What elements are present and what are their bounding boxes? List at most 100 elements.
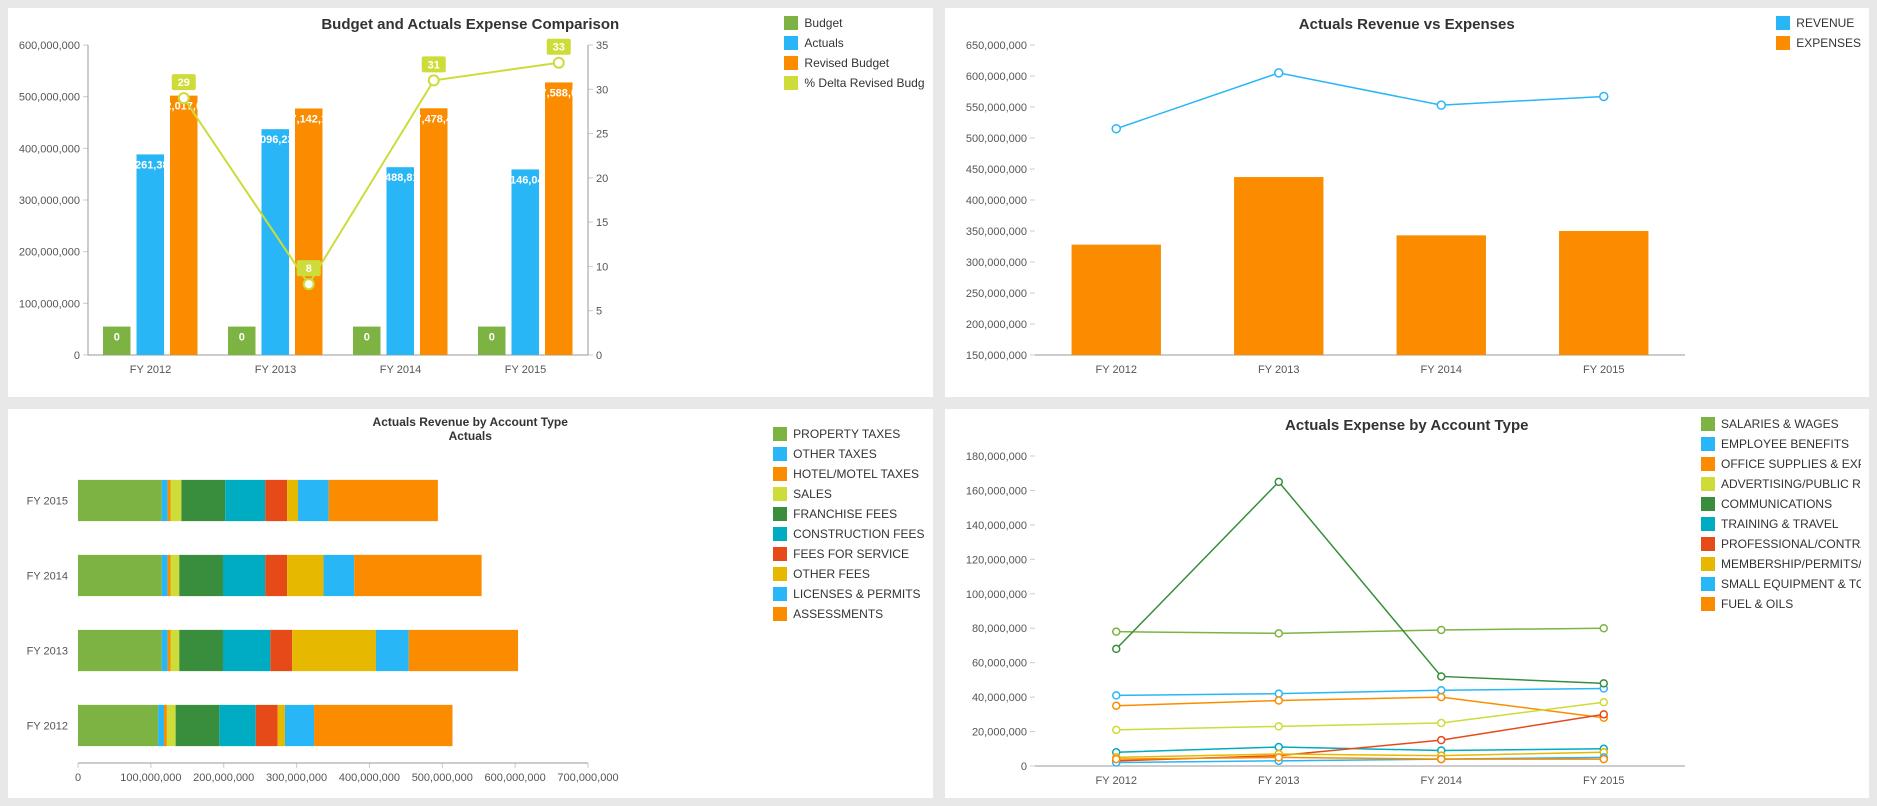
svg-text:7,096,231: 7,096,231 [251, 134, 300, 146]
chart3-legend: PROPERTY TAXES OTHER TAXES HOTEL/MOTEL TAX… [773, 427, 924, 627]
svg-text:FY 2012: FY 2012 [1095, 364, 1136, 376]
svg-text:FY 2015: FY 2015 [505, 364, 546, 376]
legend-item[interactable]: OTHER FEES [773, 567, 924, 581]
svg-text:350,000,000: 350,000,000 [965, 226, 1026, 238]
legend-item[interactable]: SALES [773, 487, 924, 501]
legend-item[interactable]: COMMUNICATIONS [1701, 497, 1861, 511]
legend-item[interactable]: OTHER TAXES [773, 447, 924, 461]
legend-swatch [773, 587, 787, 601]
legend-swatch [784, 76, 798, 90]
legend-label: OTHER TAXES [793, 447, 877, 461]
legend-item[interactable]: TRAINING & TRAVEL [1701, 517, 1861, 531]
legend-label: LICENSES & PERMITS [793, 587, 920, 601]
legend-label: PROPERTY TAXES [793, 427, 900, 441]
svg-text:FY 2013: FY 2013 [1258, 775, 1299, 787]
svg-text:500,000,000: 500,000,000 [19, 92, 80, 104]
legend-swatch [1701, 417, 1715, 431]
legend-item[interactable]: FRANCHISE FEES [773, 507, 924, 521]
legend-item[interactable]: SALARIES & WAGES [1701, 417, 1861, 431]
legend-swatch [1701, 477, 1715, 491]
svg-text:0: 0 [1020, 761, 1026, 773]
legend-item[interactable]: EMPLOYEE BENEFITS [1701, 437, 1861, 451]
svg-text:5: 5 [596, 306, 602, 318]
svg-text:FY 2015: FY 2015 [27, 496, 68, 508]
legend-item[interactable]: Revised Budget [784, 56, 924, 70]
svg-text:8,261,384: 8,261,384 [126, 159, 176, 171]
legend-item[interactable]: SMALL EQUIPMENT & TO [1701, 577, 1861, 591]
svg-text:0: 0 [596, 350, 602, 362]
legend-label: OFFICE SUPPLIES & EXPE [1721, 457, 1861, 471]
chart2-legend: REVENUE EXPENSES [1776, 16, 1861, 56]
svg-text:400,000,000: 400,000,000 [965, 195, 1026, 207]
legend-swatch [773, 427, 787, 441]
legend-item[interactable]: LICENSES & PERMITS [773, 587, 924, 601]
legend-label: MEMBERSHIP/PERMITS/L [1721, 557, 1861, 571]
chart1-svg: 0100,000,000200,000,000300,000,000400,00… [8, 35, 768, 395]
svg-text:20: 20 [596, 173, 608, 185]
svg-text:7,478,4: 7,478,4 [415, 113, 453, 125]
svg-text:20,000,000: 20,000,000 [971, 727, 1026, 739]
legend-label: OTHER FEES [793, 567, 870, 581]
legend-item[interactable]: ADVERTISING/PUBLIC REL [1701, 477, 1861, 491]
svg-text:8: 8 [306, 263, 312, 275]
legend-swatch [1776, 16, 1790, 30]
svg-text:450,000,000: 450,000,000 [965, 164, 1026, 176]
legend-item[interactable]: FEES FOR SERVICE [773, 547, 924, 561]
svg-text:7,142,1: 7,142,1 [290, 113, 327, 125]
svg-text:160,000,000: 160,000,000 [965, 485, 1026, 497]
svg-text:7,588,0: 7,588,0 [540, 87, 577, 99]
svg-text:25: 25 [596, 129, 608, 141]
legend-swatch [773, 527, 787, 541]
legend-item[interactable]: CONSTRUCTION FEES [773, 527, 924, 541]
legend-swatch [1701, 437, 1715, 451]
legend-swatch [1701, 577, 1715, 591]
svg-text:FY 2013: FY 2013 [255, 364, 296, 376]
svg-text:600,000,000: 600,000,000 [485, 772, 546, 784]
legend-item[interactable]: Budget [784, 16, 924, 30]
legend-item[interactable]: HOTEL/MOTEL TAXES [773, 467, 924, 481]
svg-text:200,000,000: 200,000,000 [193, 772, 254, 784]
legend-label: ADVERTISING/PUBLIC REL [1721, 477, 1861, 491]
legend-item[interactable]: FUEL & OILS [1701, 597, 1861, 611]
legend-item[interactable]: PROPERTY TAXES [773, 427, 924, 441]
legend-item[interactable]: OFFICE SUPPLIES & EXPE [1701, 457, 1861, 471]
svg-text:3,488,812: 3,488,812 [376, 172, 425, 184]
svg-text:650,000,000: 650,000,000 [965, 40, 1026, 52]
legend-swatch [773, 607, 787, 621]
svg-text:FY 2013: FY 2013 [27, 646, 68, 658]
legend-item[interactable]: PROFESSIONAL/CONTRA [1701, 537, 1861, 551]
legend-item[interactable]: REVENUE [1776, 16, 1861, 30]
svg-text:600,000,000: 600,000,000 [965, 71, 1026, 83]
legend-swatch [784, 56, 798, 70]
svg-text:FY 2014: FY 2014 [1420, 364, 1461, 376]
svg-text:150,000,000: 150,000,000 [965, 350, 1026, 362]
legend-swatch [773, 447, 787, 461]
legend-label: SMALL EQUIPMENT & TO [1721, 577, 1861, 591]
legend-label: SALES [793, 487, 832, 501]
legend-swatch [1701, 537, 1715, 551]
legend-label: Revised Budget [804, 56, 889, 70]
panel-expense-by-account: Actuals Expense by Account Type SALARIES… [945, 409, 1870, 798]
svg-text:0: 0 [75, 772, 81, 784]
legend-item[interactable]: Actuals [784, 36, 924, 50]
legend-label: PROFESSIONAL/CONTRA [1721, 537, 1861, 551]
legend-item[interactable]: MEMBERSHIP/PERMITS/L [1701, 557, 1861, 571]
panel-revenue-by-account: Actuals Revenue by Account Type Actuals … [8, 409, 933, 798]
panel-revenue-expenses: Actuals Revenue vs Expenses REVENUEEXPEN… [945, 8, 1870, 397]
legend-label: COMMUNICATIONS [1721, 497, 1832, 511]
chart4-legend: SALARIES & WAGES EMPLOYEE BENEFITS OFFICE … [1701, 417, 1861, 617]
legend-item[interactable]: % Delta Revised Budg [784, 76, 924, 90]
svg-text:0: 0 [239, 332, 245, 344]
legend-swatch [773, 567, 787, 581]
svg-text:FY 2014: FY 2014 [1420, 775, 1461, 787]
svg-text:700,000,000: 700,000,000 [557, 772, 618, 784]
svg-text:500,000,000: 500,000,000 [412, 772, 473, 784]
svg-text:35: 35 [596, 40, 608, 52]
legend-swatch [1701, 457, 1715, 471]
svg-text:100,000,000: 100,000,000 [19, 298, 80, 310]
legend-item[interactable]: ASSESSMENTS [773, 607, 924, 621]
svg-text:300,000,000: 300,000,000 [19, 195, 80, 207]
svg-text:FY 2012: FY 2012 [130, 364, 171, 376]
legend-label: FRANCHISE FEES [793, 507, 897, 521]
legend-item[interactable]: EXPENSES [1776, 36, 1861, 50]
